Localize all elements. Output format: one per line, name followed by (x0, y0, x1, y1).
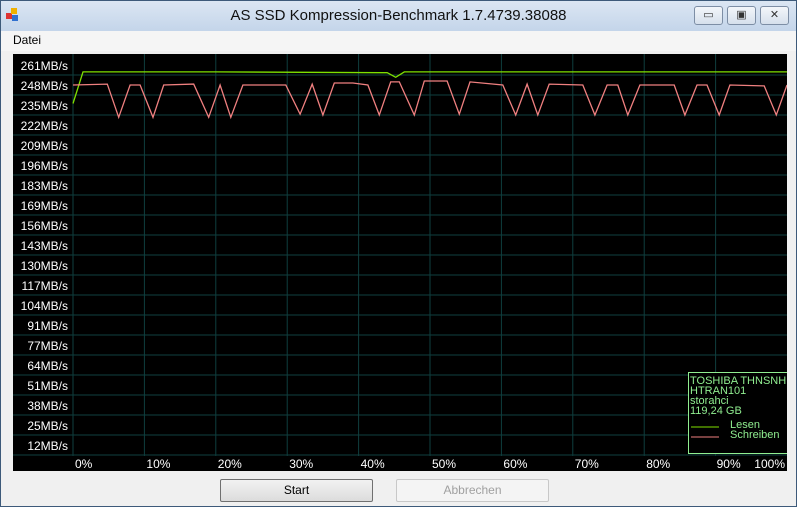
y-tick-label: 12MB/s (27, 439, 68, 453)
y-tick-label: 130MB/s (21, 259, 68, 273)
y-tick-label: 235MB/s (21, 99, 68, 113)
minimize-button[interactable]: ▭ (694, 6, 723, 25)
x-tick-label: 30% (289, 457, 313, 471)
x-tick-label: 40% (361, 457, 385, 471)
x-tick-label: 50% (432, 457, 456, 471)
y-tick-label: 209MB/s (21, 139, 68, 153)
benchmark-chart: 261MB/s 248MB/s 235MB/s 222MB/s 209MB/s 196MB… (13, 54, 788, 476)
y-tick-label: 25MB/s (27, 419, 68, 433)
x-tick-label: 20% (218, 457, 242, 471)
drive-info-line: HTRAN101 (690, 385, 746, 397)
y-tick-label: 248MB/s (21, 79, 68, 93)
maximize-button[interactable]: ▣ (727, 6, 756, 25)
x-tick-label: 10% (146, 457, 170, 471)
series-line-read (72, 71, 787, 104)
drive-info-line: 119,24 GB (690, 405, 742, 417)
app-icon (6, 8, 20, 22)
x-tick-label: 0% (75, 457, 93, 471)
chart-svg: 261MB/s 248MB/s 235MB/s 222MB/s 209MB/s 196MB… (13, 54, 788, 476)
x-tick-label: 90% (717, 457, 741, 471)
start-button[interactable]: Start (220, 479, 373, 502)
drive-info-line: storahci (690, 395, 729, 407)
y-tick-label: 222MB/s (21, 119, 68, 133)
x-tick-label: 60% (503, 457, 527, 471)
y-tick-label: 169MB/s (21, 199, 68, 213)
menu-datei[interactable]: Datei (13, 33, 42, 47)
drive-info-line: TOSHIBA THNSNH (690, 375, 786, 387)
menu-bar: Datei (1, 31, 796, 51)
y-tick-label: 64MB/s (27, 359, 68, 373)
close-button[interactable]: ✕ (760, 6, 789, 25)
y-tick-label: 196MB/s (21, 159, 68, 173)
y-tick-label: 91MB/s (27, 319, 68, 333)
y-tick-label: 143MB/s (21, 239, 68, 253)
legend-box (688, 372, 788, 454)
legend-write-label: Schreiben (730, 429, 780, 441)
x-tick-label: 70% (575, 457, 599, 471)
y-tick-label: 104MB/s (21, 299, 68, 313)
legend-read-label: Lesen (730, 419, 760, 431)
title-bar[interactable]: AS SSD Kompression-Benchmark 1.7.4739.38… (1, 1, 796, 31)
x-tick-label: 80% (646, 457, 670, 471)
y-tick-label: 183MB/s (21, 179, 68, 193)
y-tick-label: 156MB/s (21, 219, 68, 233)
y-tick-label: 51MB/s (27, 379, 68, 393)
window-title: AS SSD Kompression-Benchmark 1.7.4739.38… (230, 7, 567, 24)
y-tick-label: 77MB/s (27, 339, 68, 353)
x-tick-label: 100% (754, 457, 785, 471)
cancel-button[interactable]: Abbrechen (396, 479, 549, 502)
y-tick-label: 38MB/s (27, 399, 68, 413)
y-tick-label: 117MB/s (22, 279, 68, 293)
y-tick-label: 261MB/s (21, 59, 68, 73)
series-line-write (72, 80, 788, 120)
